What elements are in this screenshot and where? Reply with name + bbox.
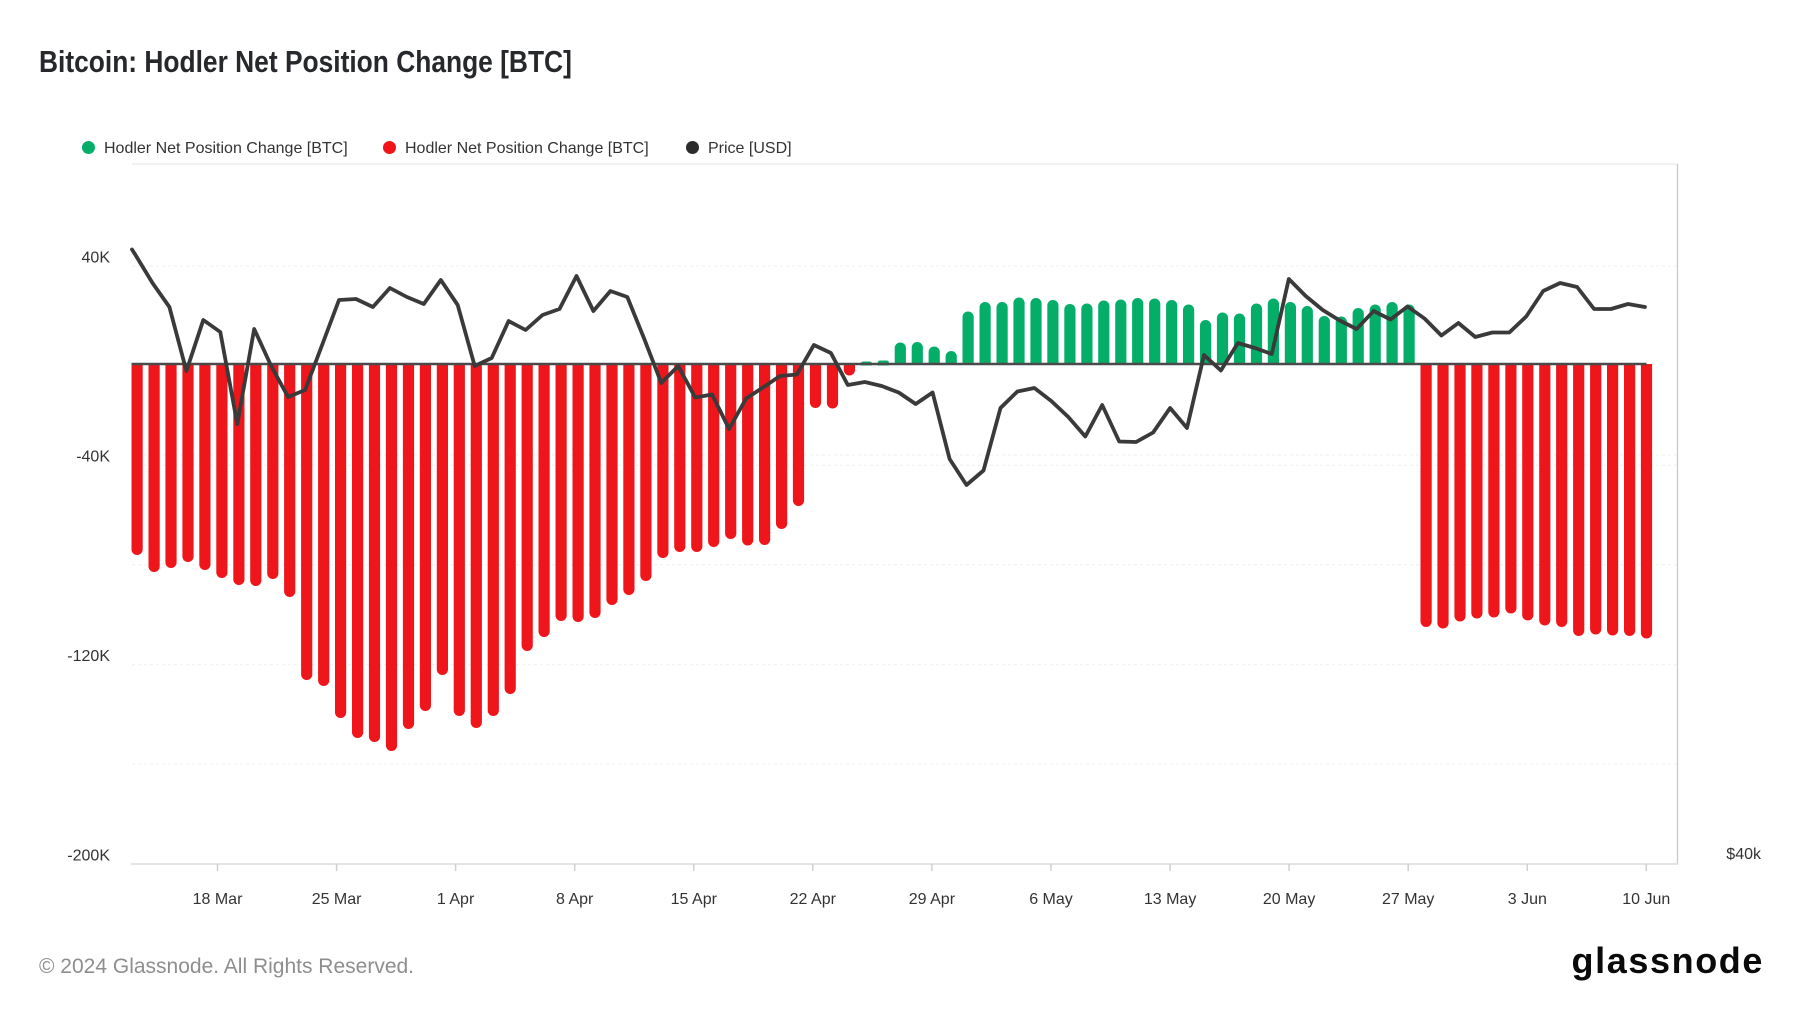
svg-text:8 Apr: 8 Apr [556, 891, 594, 908]
svg-text:$40k: $40k [1726, 846, 1762, 863]
svg-text:3 Jun: 3 Jun [1508, 891, 1547, 908]
svg-text:20 May: 20 May [1263, 891, 1315, 908]
svg-text:-40K: -40K [76, 449, 110, 466]
svg-text:22 Apr: 22 Apr [790, 891, 837, 908]
svg-text:-200K: -200K [67, 848, 110, 865]
svg-text:6 May: 6 May [1029, 891, 1073, 908]
svg-text:1 Apr: 1 Apr [437, 891, 475, 908]
svg-text:13 May: 13 May [1144, 891, 1196, 908]
svg-text:25 Mar: 25 Mar [312, 891, 362, 908]
svg-text:18 Mar: 18 Mar [193, 891, 243, 908]
svg-text:15 Apr: 15 Apr [671, 891, 718, 908]
svg-text:-120K: -120K [67, 648, 110, 665]
svg-text:27 May: 27 May [1382, 891, 1434, 908]
svg-text:10 Jun: 10 Jun [1622, 891, 1670, 908]
svg-text:29 Apr: 29 Apr [909, 891, 956, 908]
svg-text:40K: 40K [82, 250, 111, 267]
